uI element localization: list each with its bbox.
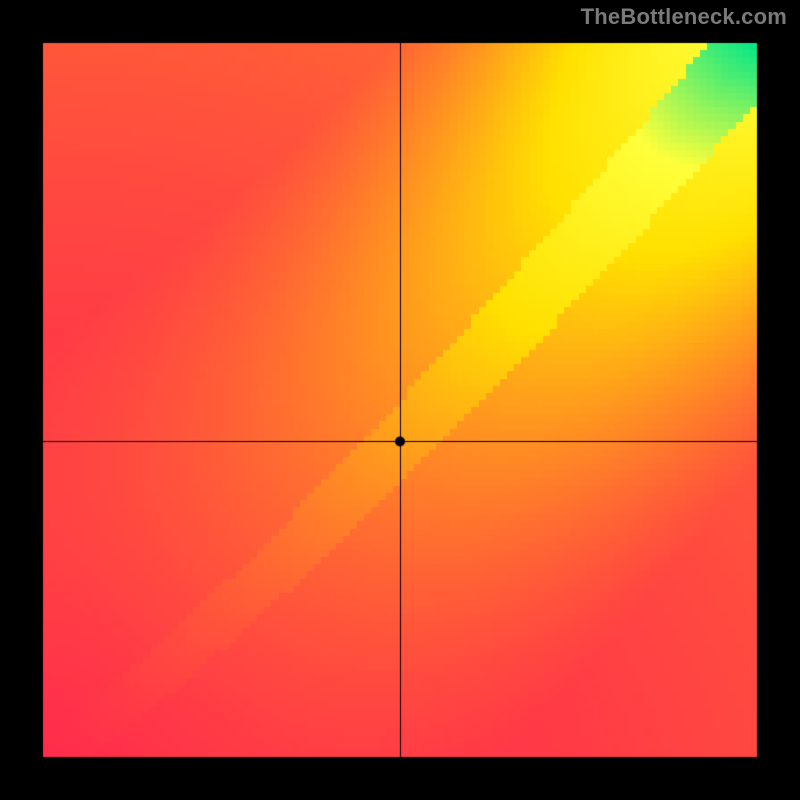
watermark-text: TheBottleneck.com — [581, 4, 787, 30]
bottleneck-heatmap — [30, 30, 770, 770]
